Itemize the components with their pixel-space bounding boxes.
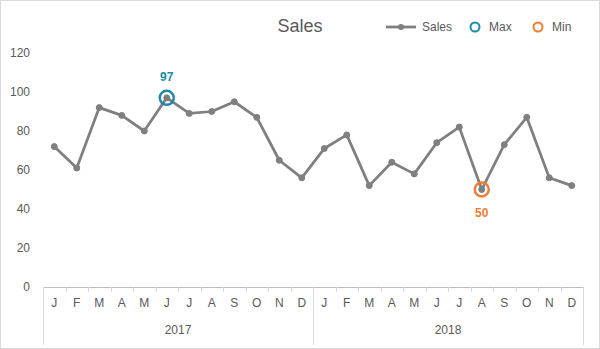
x-tick-label: A: [118, 296, 126, 310]
point-marker: [209, 109, 215, 115]
x-tick-mark: [448, 287, 449, 292]
chart-title: Sales: [277, 16, 322, 36]
group-label: 2018: [435, 323, 462, 337]
x-tick-mark: [426, 287, 427, 292]
x-tick-mark: [111, 287, 112, 292]
point-marker: [51, 144, 57, 150]
y-tick-label: 80: [17, 124, 31, 138]
y-tick-label: 120: [10, 46, 30, 60]
group-separator: [583, 287, 584, 345]
legend-swatch: [534, 23, 543, 32]
point-marker: [119, 112, 125, 118]
x-tick-mark: [88, 287, 89, 292]
x-tick-label: J: [51, 296, 57, 310]
chart: Sales020406080100120JFMAMJJASONDJFMAMJJA…: [0, 0, 600, 349]
point-marker: [501, 142, 507, 148]
chart-border: [1, 1, 600, 349]
x-tick-label: J: [186, 296, 192, 310]
point-marker: [479, 187, 485, 193]
x-tick-label: M: [139, 296, 149, 310]
x-tick-mark: [561, 287, 562, 292]
point-marker: [434, 140, 440, 146]
x-tick-mark: [66, 287, 67, 292]
highlight-marker: [160, 91, 174, 105]
x-tick-label: A: [478, 296, 486, 310]
x-tick-mark: [493, 287, 494, 292]
y-tick-label: 60: [17, 163, 31, 177]
point-marker: [231, 99, 237, 105]
x-tick-label: F: [343, 296, 350, 310]
point-marker: [74, 165, 80, 171]
x-tick-label: F: [73, 296, 80, 310]
x-tick-label: A: [388, 296, 396, 310]
x-tick-label: M: [94, 296, 104, 310]
point-marker: [456, 124, 462, 130]
y-tick-label: 40: [17, 202, 31, 216]
x-tick-label: S: [230, 296, 238, 310]
x-tick-mark: [358, 287, 359, 292]
point-marker: [164, 95, 170, 101]
x-tick-label: O: [522, 296, 531, 310]
legend: Sales Max Min: [386, 20, 571, 34]
point-marker: [411, 171, 417, 177]
x-tick-label: D: [567, 296, 576, 310]
point-marker: [254, 114, 260, 120]
x-tick-mark: [246, 287, 247, 292]
legend-label: Max: [489, 20, 512, 34]
point-marker: [366, 183, 372, 189]
legend-label: Sales: [422, 20, 452, 34]
x-tick-mark: [336, 287, 337, 292]
point-marker: [299, 175, 305, 181]
legend-label: Min: [552, 20, 571, 34]
x-tick-label: M: [364, 296, 374, 310]
x-tick-label: D: [297, 296, 306, 310]
y-tick-label: 100: [10, 85, 30, 99]
x-tick-label: O: [252, 296, 261, 310]
x-tick-mark: [201, 287, 202, 292]
legend-swatch: [471, 23, 480, 32]
data-labels: 97 50: [160, 70, 489, 220]
x-tick-label: M: [409, 296, 419, 310]
point-marker: [389, 159, 395, 165]
series-line: [54, 98, 572, 190]
point-marker: [524, 114, 530, 120]
group-separator: [313, 287, 314, 345]
point-marker: [186, 110, 192, 116]
x-tick-mark: [133, 287, 134, 292]
x-tick-label: S: [500, 296, 508, 310]
x-tick-mark: [291, 287, 292, 292]
x-tick-mark: [403, 287, 404, 292]
group-separator: [43, 287, 44, 345]
legend-swatch: [398, 24, 404, 30]
group-label: 2017: [165, 323, 192, 337]
point-marker: [344, 132, 350, 138]
y-tick-label: 20: [17, 241, 31, 255]
x-tick-mark: [178, 287, 179, 292]
x-tick-mark: [538, 287, 539, 292]
data-label: 97: [160, 70, 174, 84]
x-tick-label: J: [456, 296, 462, 310]
point-marker: [546, 175, 552, 181]
plot-marks: [51, 91, 575, 197]
x-tick-mark: [381, 287, 382, 292]
x-tick-mark: [223, 287, 224, 292]
point-marker: [321, 146, 327, 152]
point-marker: [569, 183, 575, 189]
x-tick-label: N: [275, 296, 284, 310]
x-tick-label: J: [164, 296, 170, 310]
point-marker: [276, 157, 282, 163]
x-tick-mark: [268, 287, 269, 292]
x-tick-label: N: [545, 296, 554, 310]
x-tick-label: J: [321, 296, 327, 310]
data-label: 50: [475, 206, 489, 220]
x-tick-mark: [516, 287, 517, 292]
x-tick-mark: [471, 287, 472, 292]
x-tick-label: A: [208, 296, 216, 310]
point-marker: [141, 128, 147, 134]
highlight-marker: [475, 183, 489, 197]
y-tick-label: 0: [23, 280, 30, 294]
x-tick-mark: [156, 287, 157, 292]
point-marker: [96, 105, 102, 111]
x-tick-label: J: [434, 296, 440, 310]
